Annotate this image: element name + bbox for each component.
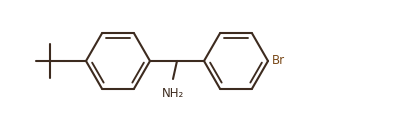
Text: NH₂: NH₂ <box>162 87 184 100</box>
Text: Br: Br <box>272 55 285 67</box>
